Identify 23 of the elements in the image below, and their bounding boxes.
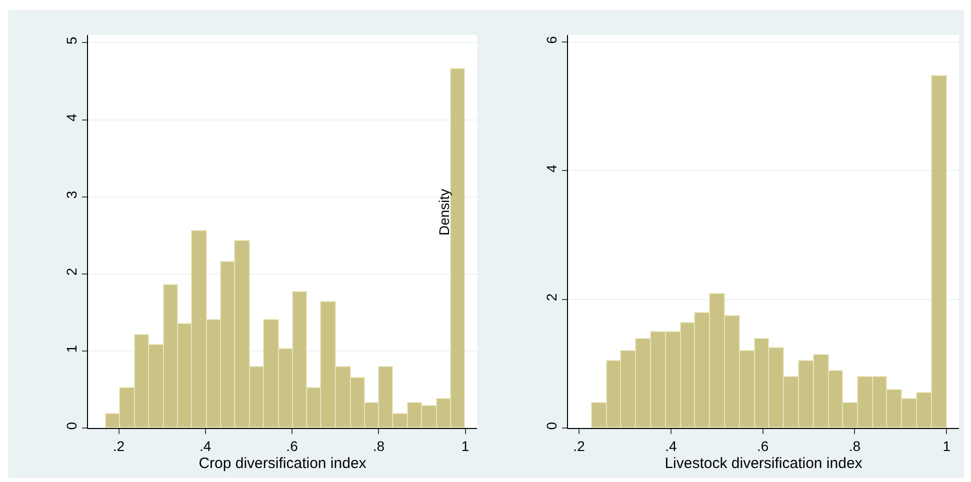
x-tick-label: 1 [942,438,951,454]
y-tick-label: 6 [543,36,560,44]
x-tick-label: .6 [286,438,298,454]
x-tick-label: .8 [848,438,861,454]
x-axis-title: Livestock diversification index [664,454,863,472]
x-tick-label: .6 [756,438,769,454]
y-tick-label: 3 [63,190,80,199]
x-tick-label: .2 [573,438,586,454]
y-tick-label: 0 [63,422,80,430]
y-tick-label: 4 [543,164,560,173]
y-tick-label: 5 [63,36,80,45]
x-axis-title: Crop diversification index [198,454,367,472]
y-tick-label: 1 [63,344,80,353]
y-tick-label: 2 [63,268,80,276]
x-tick-label: .4 [665,438,677,454]
y-tick-label: 4 [63,114,80,122]
y-tick-label: 0 [543,422,560,430]
x-tick-label: .4 [200,438,212,454]
y-tick-label: 2 [543,293,560,302]
x-tick-label: .8 [372,438,385,454]
x-tick-label: 1 [461,438,470,454]
x-tick-label: .2 [112,438,125,454]
annotation: Density [436,188,452,236]
